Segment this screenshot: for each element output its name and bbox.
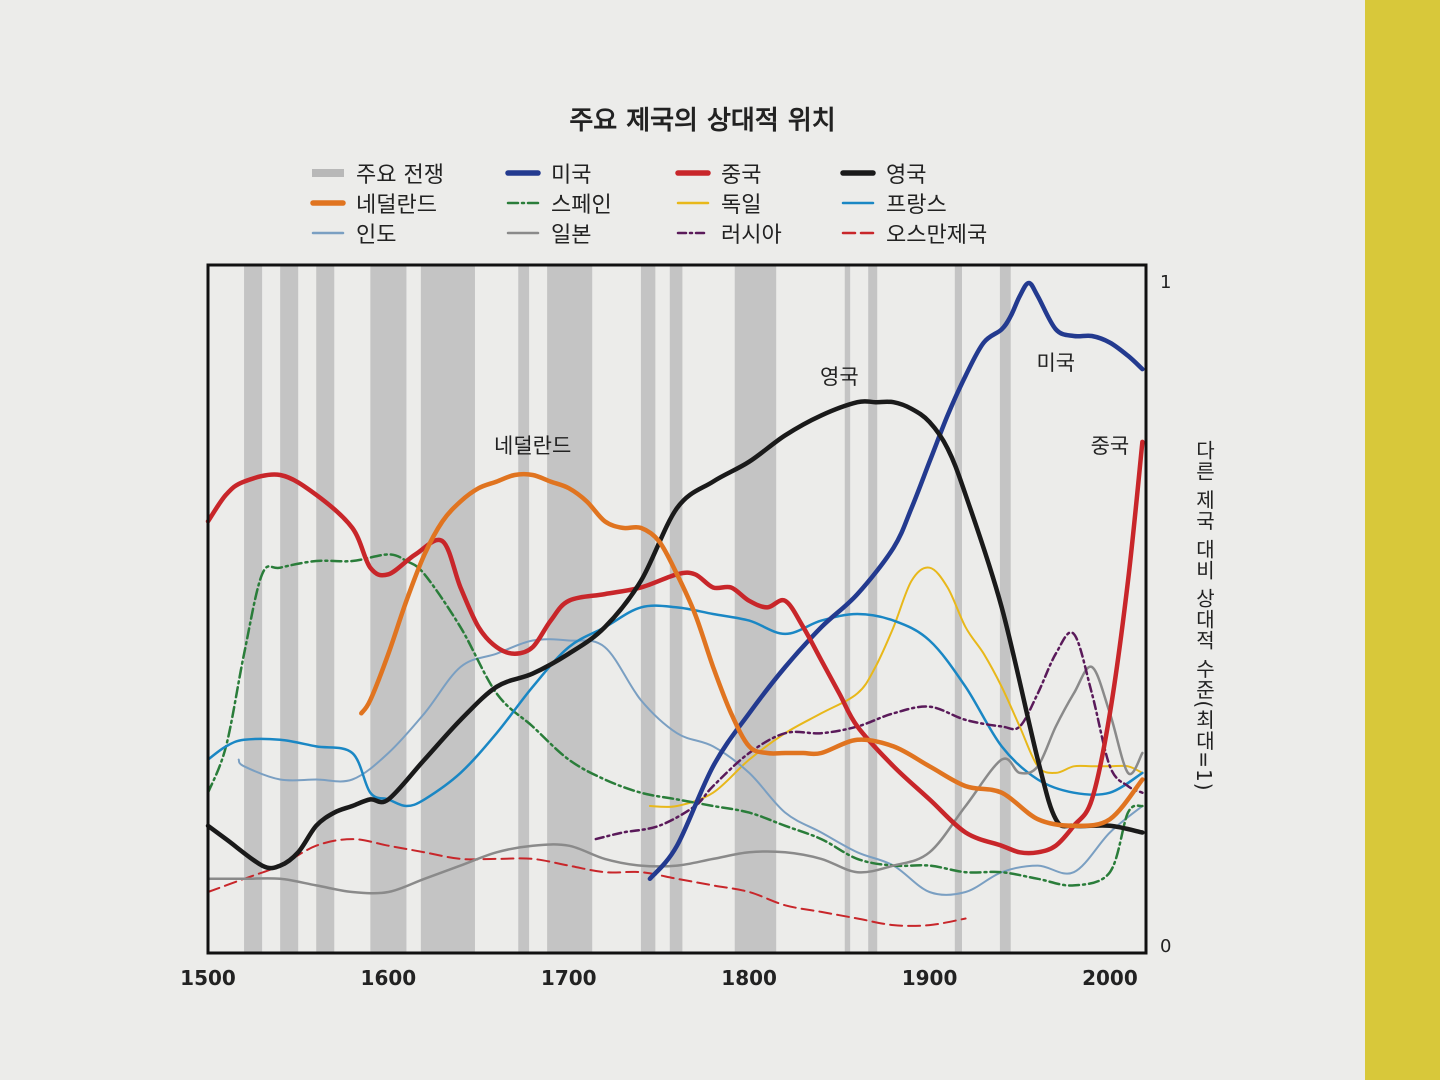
legend-label: 미국 (551, 163, 592, 188)
legend-item: 오스만제국 (840, 218, 987, 248)
legend-swatch (841, 231, 875, 235)
series-line-6 (206, 604, 1144, 808)
legend-swatch (312, 169, 344, 177)
legend-swatch-mark (312, 169, 344, 177)
war-band (518, 265, 530, 953)
legend-label: 중국 (721, 163, 762, 188)
legend-swatch (505, 170, 541, 176)
book-page (0, 0, 1365, 1080)
war-band (669, 265, 683, 953)
legend-item: 인도 (310, 218, 396, 248)
legend-swatch (675, 170, 711, 176)
legend-label: 영국 (886, 163, 927, 188)
series-line-5 (648, 566, 1144, 808)
legend-label: 오스만제국 (886, 223, 988, 248)
series-annotation: 영국 (820, 364, 859, 389)
series-line-8 (206, 665, 1144, 895)
series-annotation: 중국 (1090, 434, 1130, 459)
x-tick-label: 1900 (901, 966, 958, 990)
series-line-2 (205, 398, 1145, 871)
war-band (999, 265, 1011, 953)
plot-frame (206, 263, 1148, 955)
legend-label: 스페인 (551, 193, 612, 218)
series-line-9 (594, 631, 1144, 841)
x-tick-label: 1500 (180, 966, 236, 990)
chart (205, 263, 1148, 955)
war-band (280, 265, 299, 953)
legend-item: 일본 (505, 218, 591, 248)
legend-item: 독일 (675, 188, 761, 218)
legend-swatch (676, 201, 710, 205)
x-tick-label: 2000 (1082, 966, 1138, 990)
war-band (547, 265, 593, 953)
legend-item: 스페인 (505, 188, 612, 218)
series-line-4 (206, 553, 1144, 887)
background-surface (1360, 0, 1440, 1080)
legend-swatch (506, 231, 540, 235)
legend-swatch (676, 231, 710, 235)
legend-label: 주요 전쟁 (356, 163, 444, 188)
legend-swatch (310, 200, 346, 206)
series-line-3 (359, 471, 1145, 829)
series-line-1 (205, 439, 1145, 856)
series-line-0 (647, 280, 1145, 882)
legend-item: 러시아 (675, 218, 782, 248)
x-tick-label: 1800 (721, 966, 777, 990)
war-band (844, 265, 851, 953)
legend-label: 네덜란드 (356, 193, 437, 218)
legend-item: 주요 전쟁 (310, 158, 444, 188)
series-annotation: 미국 (1036, 351, 1076, 376)
legend-label: 인도 (356, 223, 397, 248)
legend-label: 일본 (551, 223, 592, 248)
legend-swatch (506, 201, 540, 205)
legend-label: 프랑스 (886, 193, 947, 218)
legend-label: 러시아 (721, 223, 782, 248)
war-band (868, 265, 878, 953)
legend-item: 중국 (675, 158, 761, 188)
legend-swatch (840, 170, 876, 176)
legend-item: 네덜란드 (310, 188, 437, 218)
legend-swatch (311, 231, 345, 235)
y-tick-max: 1 (1160, 272, 1172, 293)
legend-swatch (841, 201, 875, 205)
legend-item: 프랑스 (840, 188, 947, 218)
legend-item: 영국 (840, 158, 926, 188)
war-band (316, 265, 335, 953)
chart-title: 주요 제국의 상대적 위치 (569, 106, 836, 136)
x-tick-label: 1600 (360, 966, 417, 990)
y-tick-min: 0 (1160, 936, 1172, 957)
legend-label: 독일 (721, 193, 762, 218)
legend-item: 미국 (505, 158, 591, 188)
series-annotation: 네덜란드 (494, 434, 572, 459)
war-band (370, 265, 407, 953)
x-tick-label: 1700 (540, 966, 597, 990)
series-line-10 (207, 838, 967, 927)
war-band (640, 265, 656, 953)
y-axis-label: 다른 제국 대비 상대적 수준(최대=1) (1192, 440, 1216, 792)
